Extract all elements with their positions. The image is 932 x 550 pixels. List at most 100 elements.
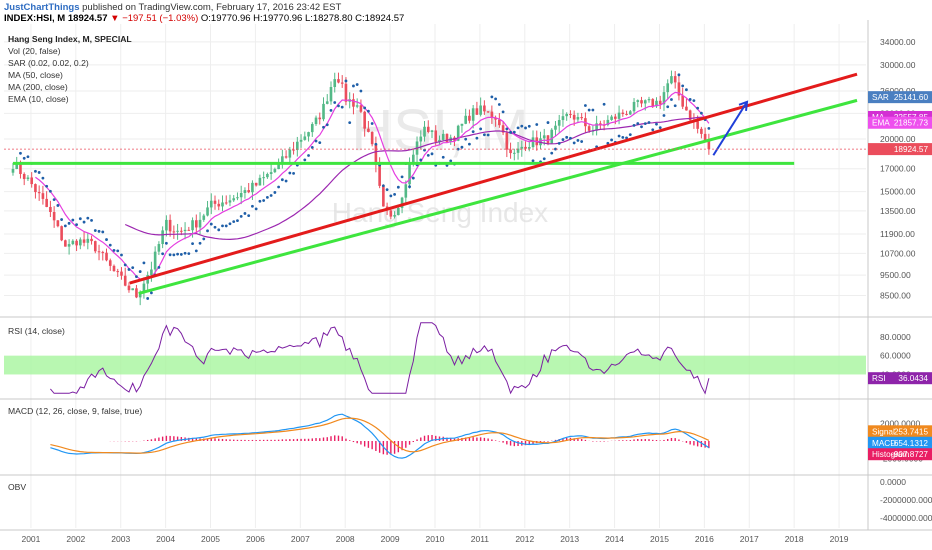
- candle: [359, 105, 363, 112]
- candle: [180, 230, 183, 232]
- candle: [554, 125, 557, 130]
- sar-dot: [625, 136, 628, 140]
- candle: [191, 220, 194, 231]
- symbol-text[interactable]: INDEX:HSI, M: [4, 13, 66, 24]
- sar-dot: [632, 123, 636, 127]
- sar-dot: [419, 158, 423, 162]
- sar-dot: [179, 253, 183, 256]
- sar-dot: [475, 136, 479, 140]
- candle: [120, 271, 123, 276]
- candle: [670, 76, 673, 84]
- sar-dot: [497, 103, 501, 106]
- time-tick-label: 2006: [246, 534, 265, 544]
- last-price-badge: 18924.57: [894, 145, 929, 154]
- legend-item-ema[interactable]: EMA (10, close): [8, 94, 69, 104]
- candle: [438, 139, 441, 142]
- sar-dot: [280, 178, 284, 182]
- sar-dot: [228, 222, 232, 226]
- macd-tick-label: 2000.0000: [880, 418, 920, 428]
- time-tick-label: 2011: [471, 534, 490, 544]
- legend-title[interactable]: Hang Seng Index, M, SPECIAL: [8, 34, 132, 44]
- symbol-line: INDEX:HSI, M 18924.57 ▼ −197.51 (−1.03%)…: [4, 13, 404, 24]
- candle: [131, 288, 135, 291]
- sar-dot: [34, 169, 37, 173]
- obv-tick-label: -4000000.0000: [880, 513, 932, 523]
- sar-dot: [370, 122, 374, 125]
- price-tick-label: 20000.00: [880, 134, 916, 144]
- candle: [524, 146, 527, 149]
- brand-name[interactable]: JustChartThings: [4, 2, 80, 13]
- sar-dot: [423, 148, 426, 152]
- candle: [363, 111, 366, 129]
- legend-item-ma200[interactable]: MA (200, close): [8, 82, 68, 92]
- candle: [266, 174, 269, 178]
- macd-pane-label[interactable]: MACD (12, 26, close, 9, false, true): [8, 406, 143, 416]
- signal-line: [50, 417, 710, 454]
- candle: [655, 100, 658, 107]
- candle: [393, 215, 396, 217]
- sar-dot: [251, 204, 254, 208]
- hist-badge-label: Histogram: [872, 450, 909, 459]
- price-tick-label: 17000.00: [880, 164, 916, 174]
- candle: [557, 120, 561, 126]
- candle: [370, 131, 374, 145]
- candle: [550, 129, 554, 144]
- candle: [26, 177, 30, 180]
- candle: [696, 121, 699, 129]
- sar-dot: [389, 194, 393, 198]
- candle: [355, 105, 359, 107]
- candle: [262, 177, 265, 179]
- rsi-pane-label[interactable]: RSI (14, close): [8, 326, 65, 336]
- candle: [337, 79, 340, 83]
- price-tick-label: 8500.00: [880, 291, 911, 301]
- macd-badge-value: -654.1312: [891, 439, 928, 448]
- sar-dot: [494, 97, 498, 101]
- rsi-band: [4, 355, 866, 375]
- candle: [513, 152, 516, 154]
- sar-dot: [224, 224, 228, 228]
- sar-dot: [610, 138, 613, 142]
- sar-dot: [352, 84, 355, 88]
- candle: [284, 156, 288, 158]
- candle: [569, 113, 572, 115]
- candle: [183, 229, 187, 232]
- sar-dot: [206, 229, 209, 233]
- candle: [501, 125, 505, 133]
- candle: [34, 184, 37, 193]
- sar-dot: [692, 99, 696, 103]
- sar-dot: [554, 147, 557, 151]
- sar-dot: [486, 133, 490, 137]
- sar-dot: [198, 241, 202, 245]
- sar-dot: [262, 199, 266, 202]
- candle: [254, 182, 258, 186]
- sar-dot: [183, 251, 187, 255]
- sar-badge-value: 25141.60: [894, 93, 929, 102]
- ema-badge-value: 21857.73: [894, 119, 929, 128]
- sar-badge-label: SAR: [872, 93, 889, 102]
- candle: [86, 238, 90, 243]
- price-tick-label: 11900.00: [880, 229, 915, 239]
- sar-dot: [164, 241, 168, 245]
- sar-dot: [41, 176, 45, 180]
- sar-dots: [19, 73, 711, 300]
- candle: [561, 116, 565, 121]
- legend-item-vol[interactable]: Vol (20, false): [8, 46, 61, 56]
- sar-dot: [273, 191, 277, 194]
- candle: [75, 240, 78, 246]
- time-tick-label: 2016: [695, 534, 714, 544]
- price-tick-label: 26000.00: [880, 86, 916, 96]
- candle: [277, 163, 280, 170]
- candle: [138, 292, 142, 298]
- sar-dot: [172, 253, 176, 257]
- candle: [187, 229, 191, 231]
- sar-dot: [146, 297, 150, 300]
- sar-dot: [217, 228, 221, 232]
- sar-dot: [209, 222, 213, 226]
- legend-item-ma50[interactable]: MA (50, close): [8, 70, 63, 80]
- rsi-tick-label: 80.0000: [880, 332, 911, 342]
- obv-pane-label[interactable]: OBV: [8, 482, 27, 492]
- sar-dot: [490, 95, 494, 99]
- candle: [93, 241, 97, 252]
- sar-dot: [468, 142, 471, 146]
- legend-item-sar[interactable]: SAR (0.02, 0.02, 0.2): [8, 58, 89, 68]
